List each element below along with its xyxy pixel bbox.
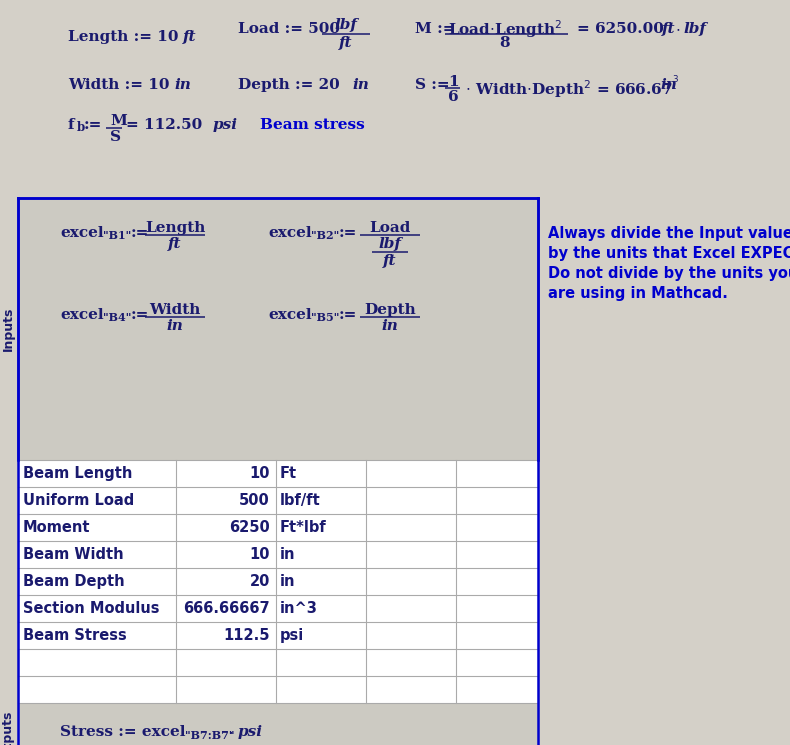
Text: psi: psi xyxy=(213,118,238,132)
Text: "B4": "B4" xyxy=(103,312,131,323)
Text: "B7:B7": "B7:B7" xyxy=(185,730,235,741)
Text: ft: ft xyxy=(339,36,353,50)
Text: "B2": "B2" xyxy=(311,230,339,241)
Text: in^3: in^3 xyxy=(280,601,318,616)
Text: 1: 1 xyxy=(448,75,459,89)
Text: :=: := xyxy=(339,308,357,322)
Text: Ft: Ft xyxy=(280,466,297,481)
Text: ft: ft xyxy=(662,22,675,36)
Text: :=: := xyxy=(131,226,149,240)
Text: Load := 500: Load := 500 xyxy=(238,22,340,36)
Text: lbf: lbf xyxy=(683,22,706,36)
Text: Always divide the Input values: Always divide the Input values xyxy=(548,226,790,241)
Text: lbf: lbf xyxy=(334,18,357,32)
Text: 8: 8 xyxy=(500,36,510,50)
Text: Beam Width: Beam Width xyxy=(23,547,123,562)
Text: Ft*lbf: Ft*lbf xyxy=(280,520,327,535)
Text: S: S xyxy=(110,130,121,144)
Text: 500: 500 xyxy=(239,493,270,508)
Text: Length := 10: Length := 10 xyxy=(68,30,184,44)
Text: 10: 10 xyxy=(250,547,270,562)
Text: Depth := 20: Depth := 20 xyxy=(238,78,345,92)
Text: Do not divide by the units you: Do not divide by the units you xyxy=(548,266,790,281)
Text: excel: excel xyxy=(268,308,311,322)
Text: lbf/ft: lbf/ft xyxy=(280,493,321,508)
FancyBboxPatch shape xyxy=(18,198,538,460)
Text: Section Modulus: Section Modulus xyxy=(23,601,160,616)
Text: Inputs: Inputs xyxy=(2,307,14,351)
FancyBboxPatch shape xyxy=(18,460,538,703)
Text: in: in xyxy=(174,78,191,92)
Text: = 6250.00: = 6250.00 xyxy=(577,22,669,36)
Text: "B1": "B1" xyxy=(103,230,131,241)
Text: $^3$: $^3$ xyxy=(672,75,679,88)
Text: Length: Length xyxy=(145,221,205,235)
Text: f: f xyxy=(68,118,74,132)
Text: M: M xyxy=(110,114,127,128)
FancyBboxPatch shape xyxy=(18,703,538,745)
Text: Beam Depth: Beam Depth xyxy=(23,574,125,589)
Text: Beam Length: Beam Length xyxy=(23,466,133,481)
Text: lbf: lbf xyxy=(378,237,401,251)
Text: in: in xyxy=(280,574,295,589)
Text: Outputs: Outputs xyxy=(2,711,14,745)
Text: in: in xyxy=(382,319,398,333)
Text: by the units that Excel EXPECTS.: by the units that Excel EXPECTS. xyxy=(548,246,790,261)
Text: in: in xyxy=(660,78,677,92)
Text: Beam Stress: Beam Stress xyxy=(23,628,126,643)
Text: "B5": "B5" xyxy=(311,312,340,323)
Text: ft: ft xyxy=(183,30,197,44)
Text: psi: psi xyxy=(280,628,304,643)
Text: Stress := excel: Stress := excel xyxy=(60,725,186,739)
Text: 10: 10 xyxy=(250,466,270,481)
Text: in: in xyxy=(167,319,183,333)
Text: psi: psi xyxy=(238,725,263,739)
Text: = 112.50: = 112.50 xyxy=(126,118,208,132)
Text: are using in Mathcad.: are using in Mathcad. xyxy=(548,286,728,301)
Text: $\cdot$ Width$\cdot$Depth$^2$ = 666.67: $\cdot$ Width$\cdot$Depth$^2$ = 666.67 xyxy=(465,78,674,100)
Text: in: in xyxy=(352,78,369,92)
Text: excel: excel xyxy=(60,226,103,240)
Text: in: in xyxy=(280,547,295,562)
Text: Depth: Depth xyxy=(364,303,416,317)
Text: 6: 6 xyxy=(448,90,459,104)
Text: 20: 20 xyxy=(250,574,270,589)
Text: Width: Width xyxy=(149,303,201,317)
Text: Load$\cdot$Length$^2$: Load$\cdot$Length$^2$ xyxy=(448,18,562,39)
Text: Uniform Load: Uniform Load xyxy=(23,493,134,508)
Text: :=: := xyxy=(131,308,149,322)
Text: Moment: Moment xyxy=(23,520,91,535)
Text: Beam stress: Beam stress xyxy=(260,118,365,132)
Text: 112.5: 112.5 xyxy=(224,628,270,643)
Text: b: b xyxy=(77,121,85,134)
Text: Width := 10: Width := 10 xyxy=(68,78,175,92)
Text: S :=: S := xyxy=(415,78,450,92)
Text: :=: := xyxy=(84,118,103,132)
Text: 666.66667: 666.66667 xyxy=(183,601,270,616)
Text: $\cdot$: $\cdot$ xyxy=(675,22,680,36)
Text: excel: excel xyxy=(60,308,103,322)
Text: Load: Load xyxy=(369,221,411,235)
Text: M :=: M := xyxy=(415,22,456,36)
Text: :=: := xyxy=(339,226,357,240)
Text: 6250: 6250 xyxy=(229,520,270,535)
Text: $\cdot$: $\cdot$ xyxy=(228,725,233,739)
Text: ft: ft xyxy=(168,237,182,251)
Text: excel: excel xyxy=(268,226,311,240)
Text: ft: ft xyxy=(383,254,397,268)
